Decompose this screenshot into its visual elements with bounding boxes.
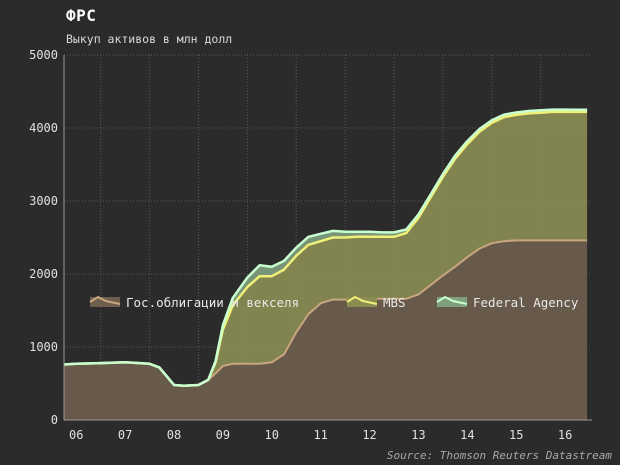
y-tick-label: 3000 [29, 194, 58, 208]
y-tick-label: 1000 [29, 340, 58, 354]
x-tick-label: 08 [167, 428, 181, 442]
x-tick-label: 13 [411, 428, 425, 442]
x-tick-label: 06 [69, 428, 83, 442]
agency-legend-label: Federal Agency [473, 295, 579, 310]
mbs-legend-swatch [347, 297, 377, 307]
line-layer [63, 108, 588, 387]
treasury-legend-swatch [90, 297, 120, 307]
y-tick-label: 0 [51, 413, 58, 427]
agency-legend-line [436, 295, 468, 305]
treasury-legend-label: Гос.облигации и векселя [126, 295, 299, 310]
x-tick-label: 16 [558, 428, 572, 442]
mbs-legend-line [346, 295, 378, 305]
x-tick-label: 15 [509, 428, 523, 442]
x-tick-label: 09 [216, 428, 230, 442]
y-tick-label: 5000 [29, 48, 58, 62]
y-tick-label: 2000 [29, 267, 58, 281]
x-tick-label: 11 [313, 428, 327, 442]
x-tick-label: 07 [118, 428, 132, 442]
mbs-area [64, 111, 588, 386]
treasury-area [64, 240, 588, 420]
chart-subtitle: Выкуп активов в млн долл [66, 32, 233, 46]
agency-legend-swatch [437, 297, 467, 307]
x-tick-label: 12 [362, 428, 376, 442]
area-layer [64, 109, 588, 420]
source-note: Source: Thomson Reuters Datastream [386, 449, 612, 462]
mbs-legend-label: MBS [383, 295, 406, 310]
y-tick-label: 4000 [29, 121, 58, 135]
legend-layer: Гос.облигации и векселя MBS Federal Agency [89, 295, 579, 310]
treasury-legend-line [89, 295, 121, 305]
x-tick-label: 10 [265, 428, 279, 442]
x-tick-label: 14 [460, 428, 474, 442]
chart-title: ФРС [66, 6, 97, 25]
axis-layer: 0 1000 2000 3000 4000 5000 06 07 08 09 10 11 12 13 14 1… [29, 48, 592, 442]
agency-line [63, 108, 588, 387]
